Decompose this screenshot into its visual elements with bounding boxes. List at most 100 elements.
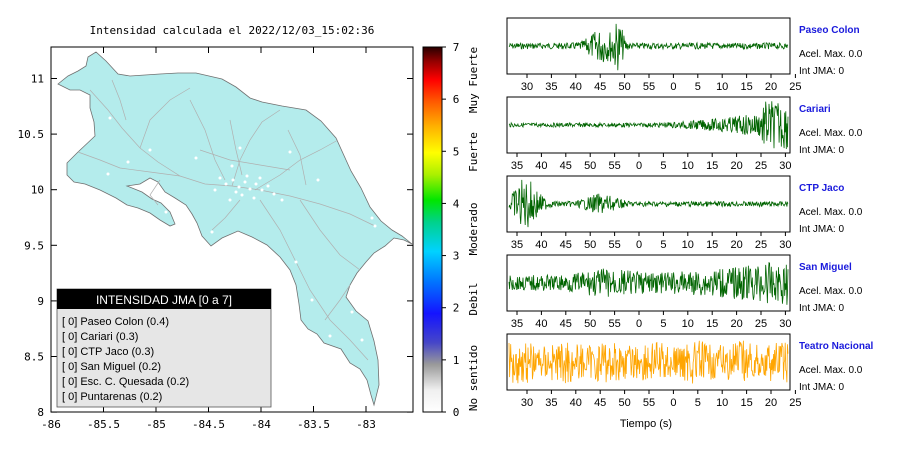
station-jma-intensity: Int JMA: 0 [799,66,844,77]
map-y-tick-label: 9.5 [24,239,44,252]
map-x-tick-label: -85 [146,418,166,431]
time-tick-label: 45 [594,397,606,409]
time-tick-label: 10 [682,239,694,251]
map-y-tick-label: 11 [31,73,44,86]
time-tick-label: 50 [584,160,596,172]
legend-item: [ 0] Paseo Colon (0.4) [62,316,169,328]
time-tick-label: 15 [706,239,718,251]
time-tick-label: 5 [660,318,666,330]
legend-item: [ 0] Esc. C. Quesada (0.2) [62,376,189,388]
time-tick-label: 25 [755,239,767,251]
station-max-accel: Acel. Max. 0.0 [799,365,863,376]
intensity-colorbar [422,46,443,413]
time-tick-label: 0 [670,81,676,93]
time-tick-label: 50 [584,318,596,330]
time-tick-label: 40 [535,239,547,251]
time-tick-label: 35 [545,397,557,409]
map-x-tick-label: -86 [41,418,61,431]
time-tick-label: 55 [608,318,620,330]
time-tick-label: 15 [740,397,752,409]
colorbar-tick-label: 2 [453,302,460,315]
station-max-accel: Acel. Max. 0.0 [799,49,863,60]
class-label-no-sentido: No sentido [467,345,480,411]
time-tick-label: 25 [755,318,767,330]
station-jma-intensity: Int JMA: 0 [799,145,844,156]
time-tick-label: 25 [755,160,767,172]
time-tick-label: 10 [682,318,694,330]
time-tick-label: 20 [730,239,742,251]
class-label-moderado: Moderado [467,203,480,256]
time-tick-label: 20 [765,81,777,93]
waveform-panel: 35 40 45 50 55 0 5 10 15 20 25 30 San Miguel Acel. Ma… [506,254,863,330]
time-tick-label: 5 [695,81,701,93]
legend-title: INTENSIDAD JMA [0 a 7] [96,293,232,307]
station-markers [106,116,377,342]
time-tick-label: 20 [765,397,777,409]
waveform-panel: 35 40 45 50 55 0 5 10 15 20 25 30 CTP Jaco Acel. Max.… [506,175,863,251]
map-x-tick-label: -84 [251,418,271,431]
time-tick-label: 10 [716,397,728,409]
time-tick-label: 25 [789,81,801,93]
waveform-trace [508,179,789,228]
waveform-trace [508,101,789,150]
map-y-tick-label: 10 [31,184,44,197]
time-tick-label: 45 [560,318,572,330]
intensity-legend: INTENSIDAD JMA [0 a 7] [ 0] Paseo Colon … [56,288,272,408]
map-y-tick-label: 10.5 [18,128,45,141]
station-name: Teatro Nacional [799,341,873,352]
time-tick-label: 5 [660,160,666,172]
station-name: Paseo Colon [799,25,860,36]
legend-item: [ 0] Cariari (0.3) [62,331,138,343]
colorbar-tick-label: 3 [453,250,460,263]
time-tick-label: 0 [670,397,676,409]
time-tick-label: 40 [570,81,582,93]
time-tick-label: 40 [570,397,582,409]
time-tick-label: 25 [789,397,801,409]
time-tick-label: 35 [511,318,523,330]
waveform-trace [508,340,789,384]
time-tick-label: 30 [779,160,791,172]
time-tick-label: 5 [695,397,701,409]
time-tick-label: 35 [545,81,557,93]
road-network [77,79,376,361]
time-tick-label: 40 [535,160,547,172]
colorbar-tick-label: 0 [453,406,460,419]
map-x-tick-label: -83 [356,418,376,431]
time-tick-label: 55 [608,239,620,251]
costa-rica-land [57,51,413,407]
time-tick-label: 55 [608,160,620,172]
station-max-accel: Acel. Max. 0.0 [799,128,863,139]
time-tick-label: 45 [560,239,572,251]
map-y-tick-label: 9 [37,295,44,308]
legend-item: [ 0] CTP Jaco (0.3) [62,346,154,358]
map-y-axis: 11 10.5 10 9.5 9 8.5 8 [18,73,413,419]
time-tick-label: 20 [730,160,742,172]
station-jma-intensity: Int JMA: 0 [799,224,844,235]
time-tick-label: 55 [643,397,655,409]
time-axis-label: Tiempo (s) [620,418,672,430]
time-tick-label: 0 [636,239,642,251]
map-x-axis: -86 -85.5 -85 -84.5 -84 -83.5 -83 [41,47,376,431]
time-tick-label: 30 [779,318,791,330]
time-tick-label: 0 [636,318,642,330]
station-max-accel: Acel. Max. 0.0 [799,286,863,297]
station-name: CTP Jaco [799,183,844,194]
time-tick-label: 50 [584,239,596,251]
map-x-tick-label: -83.5 [297,418,330,431]
station-jma-intensity: Int JMA: 0 [799,303,844,314]
waveform-panel: 35 40 45 50 55 0 5 10 15 20 25 30 Cariari Acel. Max. … [506,96,863,172]
colorbar-tick-label: 1 [453,354,460,367]
time-tick-label: 55 [643,81,655,93]
colorbar-tick-label: 5 [453,145,460,158]
station-max-accel: Acel. Max. 0.0 [799,207,863,218]
time-tick-label: 45 [560,160,572,172]
station-jma-intensity: Int JMA: 0 [799,382,844,393]
time-tick-label: 50 [618,81,630,93]
map-x-tick-label: -84.5 [192,418,225,431]
time-tick-label: 30 [521,397,533,409]
time-tick-label: 20 [730,318,742,330]
time-tick-label: 15 [706,318,718,330]
time-tick-label: 40 [535,318,547,330]
